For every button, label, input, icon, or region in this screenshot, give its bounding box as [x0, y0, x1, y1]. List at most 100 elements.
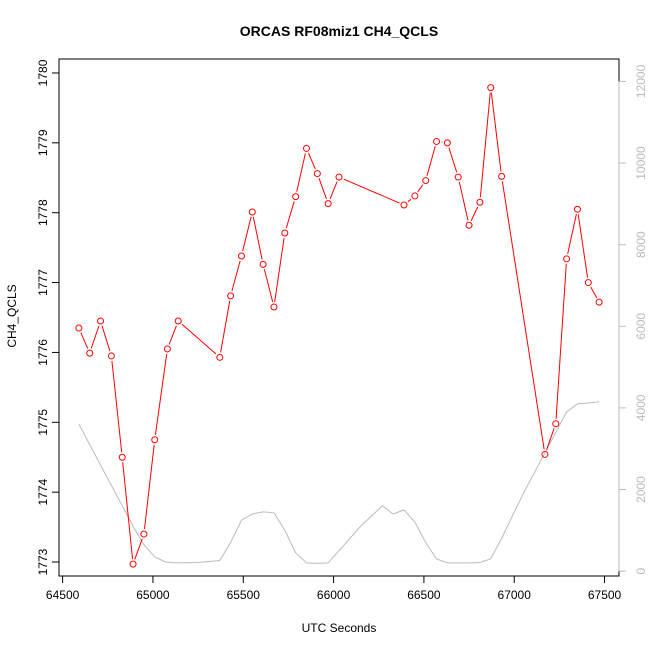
- y2-tick-label: 2000: [634, 476, 648, 503]
- series-segment: [417, 184, 424, 193]
- y-axis-label: CH4_QCLS: [5, 284, 19, 347]
- x-tick-label: 66500: [407, 588, 441, 602]
- x-tick-label: 64500: [46, 588, 80, 602]
- data-point: [400, 201, 408, 209]
- data-point: [281, 229, 289, 237]
- y-axis: 1773 1774 1775 1776 1777 1778 1779 1780: [36, 59, 59, 575]
- data-point: [454, 173, 462, 181]
- x-tick-label: 67500: [588, 588, 622, 602]
- data-point: [487, 84, 495, 92]
- plot-frame: [58, 58, 620, 577]
- data-point: [541, 450, 549, 458]
- data-point: [443, 139, 451, 147]
- data-point: [573, 205, 581, 213]
- y2-axis-right: 0 2000 4000 6000 8000 10000 12000: [618, 64, 648, 574]
- series-segment: [590, 286, 598, 298]
- data-point: [75, 324, 83, 332]
- y-tick-label: 1776: [36, 339, 50, 366]
- series-segment: [546, 428, 555, 450]
- series-segment: [101, 325, 111, 352]
- series-segment: [122, 462, 134, 560]
- series-segment: [426, 146, 436, 176]
- data-point: [86, 349, 94, 357]
- y2-tick-label: 12000: [634, 64, 648, 98]
- y-tick-label: 1774: [36, 478, 50, 505]
- x-tick-label: 65500: [227, 588, 261, 602]
- data-point: [563, 255, 571, 263]
- data-point: [292, 193, 300, 201]
- series-segment: [458, 181, 469, 221]
- data-point: [302, 144, 310, 152]
- series-segment: [111, 360, 123, 453]
- series-segment: [252, 216, 263, 260]
- data-point: [433, 137, 441, 145]
- data-point: [129, 560, 137, 568]
- series-segment: [274, 237, 285, 303]
- data-point: [498, 172, 506, 180]
- series-segment: [143, 444, 155, 530]
- series-segment: [407, 198, 412, 203]
- data-point: [216, 353, 224, 361]
- series-segment: [242, 216, 252, 252]
- data-point: [270, 303, 278, 311]
- series-segment: [154, 353, 168, 435]
- series-segment: [231, 260, 241, 292]
- series-segment: [470, 206, 479, 221]
- series-segment: [263, 269, 274, 303]
- data-point: [324, 200, 332, 208]
- y-tick-label: 1775: [36, 409, 50, 436]
- data-point: [552, 420, 560, 428]
- data-point: [422, 177, 430, 185]
- series-segment: [448, 147, 458, 173]
- series-segment: [220, 300, 231, 353]
- data-point: [97, 317, 105, 325]
- series-segment: [490, 92, 502, 172]
- data-point: [465, 221, 473, 229]
- y2-tick-label: 8000: [634, 231, 648, 258]
- series-segment: [168, 325, 177, 345]
- data-point: [411, 192, 419, 200]
- data-point: [118, 453, 126, 461]
- data-point: [163, 345, 171, 353]
- data-point: [584, 279, 592, 287]
- series-layer: [75, 84, 603, 568]
- data-point: [237, 252, 245, 260]
- x-tick-label: 67000: [498, 588, 532, 602]
- x-axis-label: UTC Seconds: [302, 621, 377, 635]
- chart-title: ORCAS RF08miz1 CH4_QCLS: [240, 23, 438, 39]
- series-segment: [318, 178, 327, 200]
- y2-tick-label: 4000: [634, 394, 648, 421]
- y2-tick-label: 10000: [634, 146, 648, 180]
- y-tick-label: 1777: [36, 269, 50, 296]
- series-segment: [90, 325, 100, 349]
- data-point: [259, 260, 267, 268]
- y-tick-label: 1780: [36, 59, 50, 86]
- data-point: [313, 170, 321, 178]
- data-point: [227, 292, 235, 300]
- data-point: [107, 352, 115, 360]
- data-point: [151, 436, 159, 444]
- series-segment: [567, 213, 577, 255]
- series-segment: [343, 178, 400, 204]
- secondary-series-line: [78, 401, 600, 564]
- x-tick-label: 65000: [136, 588, 170, 602]
- data-point: [174, 317, 182, 325]
- series-segment: [577, 214, 589, 278]
- x-axis: 64500 65000 65500 66000 66500 67000 67500: [46, 575, 622, 602]
- series-segment: [555, 263, 567, 419]
- series-segment: [329, 181, 338, 200]
- y-tick-label: 1778: [36, 199, 50, 226]
- data-point: [248, 208, 256, 216]
- series-segment: [134, 538, 143, 560]
- series-segment: [479, 92, 491, 198]
- data-point: [476, 198, 484, 206]
- series-segment: [285, 201, 295, 229]
- series-segment: [80, 332, 89, 349]
- y-tick-label: 1779: [36, 129, 50, 156]
- data-point: [595, 298, 603, 306]
- data-point: [335, 173, 343, 181]
- data-point: [140, 530, 148, 538]
- y-tick-label: 1773: [36, 548, 50, 575]
- x-tick-label: 66000: [317, 588, 351, 602]
